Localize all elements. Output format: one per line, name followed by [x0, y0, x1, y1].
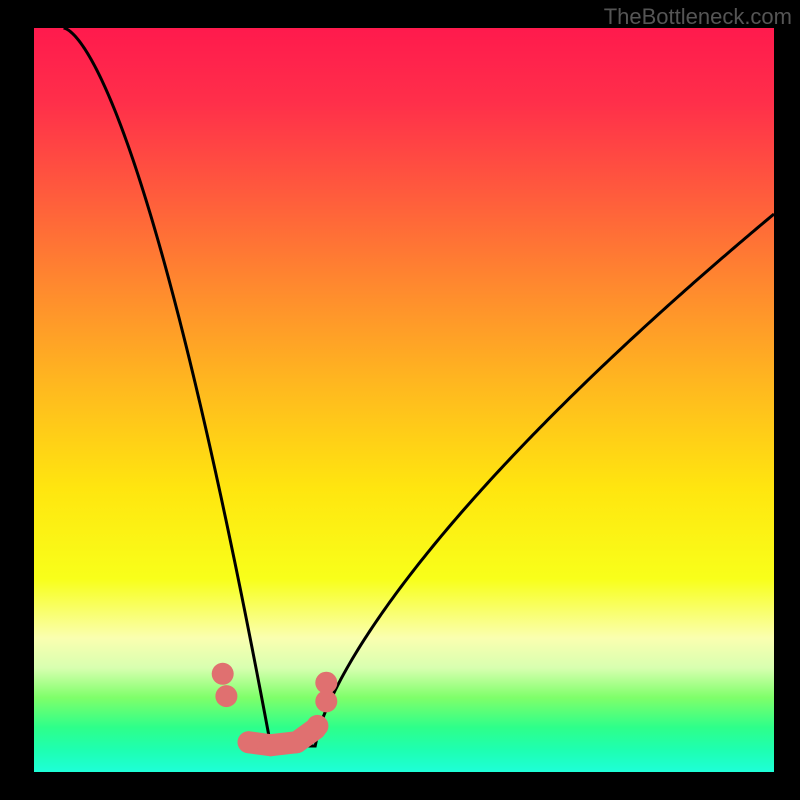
chart-container: TheBottleneck.com	[0, 0, 800, 800]
plot-svg	[34, 28, 774, 772]
highlight-point	[260, 734, 282, 756]
highlight-point	[212, 663, 234, 685]
highlight-point	[238, 731, 260, 753]
highlight-point	[315, 672, 337, 694]
plot-area	[34, 28, 774, 772]
highlight-point	[286, 731, 308, 753]
highlight-point	[215, 685, 237, 707]
watermark-text: TheBottleneck.com	[604, 4, 792, 30]
highlight-point	[306, 715, 328, 737]
gradient-background	[34, 28, 774, 772]
